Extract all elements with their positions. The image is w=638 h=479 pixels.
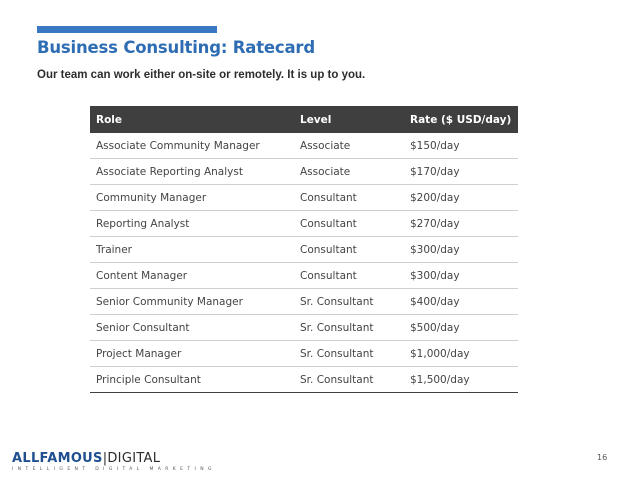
rate-cell: $150/day <box>404 133 518 159</box>
rate-cell: $200/day <box>404 184 518 211</box>
level-cell: Sr. Consultant <box>294 314 404 341</box>
role-cell: Content Manager <box>90 262 294 289</box>
role-cell: Senior Consultant <box>90 314 294 341</box>
level-cell: Consultant <box>294 210 404 237</box>
role-cell: Project Manager <box>90 340 294 367</box>
rate-cell: $1,000/day <box>404 340 518 367</box>
rate-cell: $170/day <box>404 158 518 185</box>
role-cell: Reporting Analyst <box>90 210 294 237</box>
table-row: Senior Community Manager Sr. Consultant … <box>90 288 518 315</box>
logo-brand-part1: ALLFAMOUS <box>12 451 103 466</box>
table-row: Trainer Consultant $300/day <box>90 236 518 263</box>
level-cell: Consultant <box>294 184 404 211</box>
table-row: Principle Consultant Sr. Consultant $1,5… <box>90 366 518 393</box>
table-row: Content Manager Consultant $300/day <box>90 262 518 289</box>
level-cell: Associate <box>294 158 404 185</box>
rate-cell: $500/day <box>404 314 518 341</box>
rate-cell: $300/day <box>404 262 518 289</box>
table-row: Associate Reporting Analyst Associate $1… <box>90 158 518 185</box>
table-header-row: Role Level Rate ($ USD/day) <box>90 106 518 133</box>
role-cell: Trainer <box>90 236 294 263</box>
level-cell: Sr. Consultant <box>294 288 404 315</box>
table-row: Senior Consultant Sr. Consultant $500/da… <box>90 314 518 341</box>
page-title: Business Consulting: Ratecard <box>37 38 315 57</box>
level-cell: Consultant <box>294 236 404 263</box>
rate-cell: $270/day <box>404 210 518 237</box>
page-subtitle: Our team can work either on-site or remo… <box>37 69 366 81</box>
role-cell: Associate Community Manager <box>90 133 294 159</box>
level-cell: Consultant <box>294 262 404 289</box>
table-row: Reporting Analyst Consultant $270/day <box>90 210 518 237</box>
header-rate: Rate ($ USD/day) <box>404 106 518 133</box>
rate-cell: $300/day <box>404 236 518 263</box>
level-cell: Associate <box>294 133 404 159</box>
role-cell: Community Manager <box>90 184 294 211</box>
role-cell: Associate Reporting Analyst <box>90 158 294 185</box>
role-cell: Principle Consultant <box>90 366 294 393</box>
ratecard-table: Role Level Rate ($ USD/day) Associate Co… <box>90 106 518 393</box>
rate-cell: $400/day <box>404 288 518 315</box>
header-role: Role <box>90 106 294 133</box>
logo-tagline: INTELLIGENT DIGITAL MARKETING <box>12 467 216 472</box>
level-cell: Sr. Consultant <box>294 366 404 393</box>
logo-brand-part2: DIGITAL <box>107 451 161 466</box>
table-row: Associate Community Manager Associate $1… <box>90 133 518 159</box>
page-number: 16 <box>597 453 608 462</box>
logo-wordmark: ALLFAMOUS|DIGITAL <box>12 451 160 466</box>
level-cell: Sr. Consultant <box>294 340 404 367</box>
header-level: Level <box>294 106 404 133</box>
title-accent-bar <box>37 26 217 33</box>
role-cell: Senior Community Manager <box>90 288 294 315</box>
company-logo: ALLFAMOUS|DIGITAL INTELLIGENT DIGITAL MA… <box>12 447 216 472</box>
rate-cell: $1,500/day <box>404 366 518 393</box>
table-row: Project Manager Sr. Consultant $1,000/da… <box>90 340 518 367</box>
table-row: Community Manager Consultant $200/day <box>90 184 518 211</box>
logo-separator: | <box>102 451 108 466</box>
